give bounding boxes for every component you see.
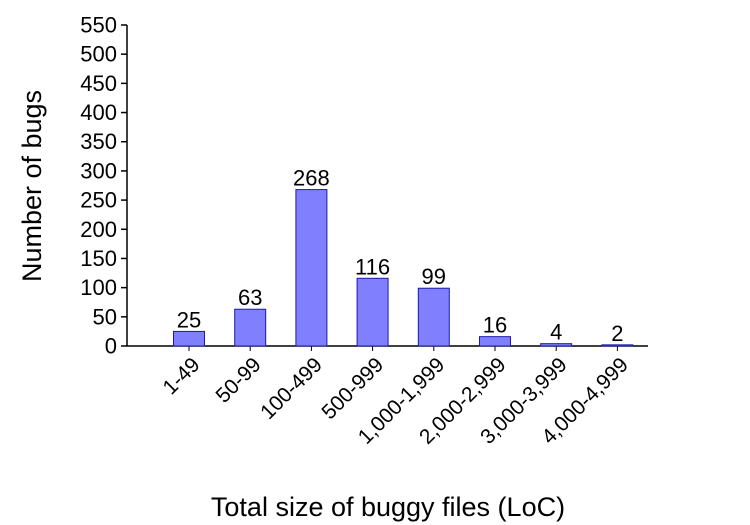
data-label: 2 bbox=[611, 321, 623, 346]
y-tick-label: 500 bbox=[80, 42, 117, 67]
x-tick-label: 1-49 bbox=[159, 353, 205, 399]
axes: 0 50 100 150 200 250 300 350 400 450 500 550 bbox=[80, 13, 648, 359]
labels: 251-496350-99268100-499116500-999991,000… bbox=[159, 166, 633, 449]
bar bbox=[540, 343, 573, 347]
data-label: 116 bbox=[355, 254, 390, 279]
y-tick-label: 450 bbox=[80, 71, 117, 96]
bar bbox=[234, 308, 267, 347]
y-tick-label: 100 bbox=[80, 275, 117, 300]
y-axis-title: Number of bugs bbox=[17, 90, 47, 282]
x-axis-title: Total size of buggy files (LoC) bbox=[211, 492, 565, 522]
y-tick-label: 150 bbox=[80, 246, 117, 271]
data-label: 99 bbox=[422, 264, 446, 289]
bar bbox=[295, 189, 328, 347]
bar bbox=[417, 287, 450, 347]
y-tick-label: 50 bbox=[93, 304, 117, 329]
bar bbox=[479, 336, 511, 347]
x-tick-label: 100-499 bbox=[256, 353, 327, 424]
bar bbox=[601, 344, 634, 347]
bar bbox=[173, 330, 205, 347]
y-tick-label: 250 bbox=[80, 188, 117, 213]
data-label: 268 bbox=[293, 166, 330, 191]
y-tick-label: 200 bbox=[80, 217, 117, 242]
y-tick-label: 0 bbox=[105, 334, 117, 359]
y-tick-label: 550 bbox=[80, 13, 117, 38]
bars bbox=[173, 189, 634, 347]
bar bbox=[356, 277, 389, 347]
y-tick-label: 300 bbox=[80, 158, 117, 183]
data-label: 63 bbox=[238, 285, 262, 310]
data-label: 4 bbox=[550, 320, 562, 345]
y-tick-label: 400 bbox=[80, 100, 117, 125]
x-tick-label: 50-99 bbox=[211, 353, 265, 407]
data-label: 16 bbox=[483, 313, 507, 338]
data-label: 25 bbox=[177, 307, 201, 332]
y-tick-label: 350 bbox=[80, 129, 117, 154]
